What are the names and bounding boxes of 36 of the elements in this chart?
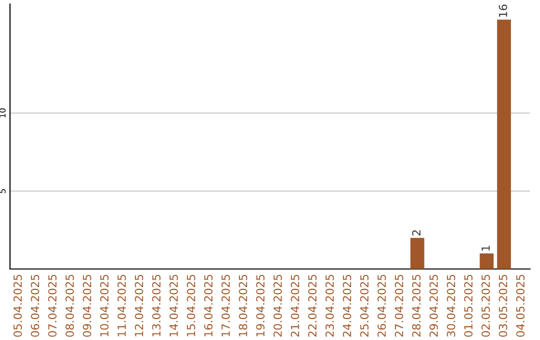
x-tick-label: 06.04.2025: [30, 274, 40, 337]
x-tick-label: 15.04.2025: [186, 274, 196, 336]
x-tick-label: 30.04.2025: [446, 274, 456, 337]
x-tick-label: 07.04.2025: [48, 274, 57, 337]
x-tick-label: 19.04.2025: [256, 274, 265, 336]
x-tick-label: 04.05.2025: [516, 274, 525, 337]
x-tick-label: 10.04.2025: [100, 274, 109, 336]
data-label: 1: [482, 246, 490, 251]
x-tick-label: 16.04.2025: [204, 274, 213, 336]
x-tick-label: 22.04.2025: [308, 274, 317, 337]
x-tick-label: 23.04.2025: [325, 274, 334, 337]
x-tick-label: 18.04.2025: [238, 274, 248, 336]
x-tick-label: 03.05.2025: [498, 274, 508, 337]
x-tick-label: 24.04.2025: [342, 274, 352, 337]
x-tick-label: 01.05.2025: [464, 274, 473, 337]
x-tick-label: 08.04.2025: [65, 274, 74, 337]
data-label: 2: [412, 230, 420, 236]
data-label: 16: [498, 4, 508, 17]
x-tick-label: 17.04.2025: [221, 274, 230, 336]
x-tick-label: 05.04.2025: [13, 274, 22, 337]
bar: [497, 20, 511, 269]
x-tick-label: 26.04.2025: [377, 274, 386, 337]
bar: [480, 253, 494, 269]
x-tick-label: 11.04.2025: [117, 274, 126, 336]
x-tick-label: 21.04.2025: [290, 274, 300, 337]
x-tick-label: 28.04.2025: [412, 274, 421, 337]
x-tick-label: 02.05.2025: [481, 274, 490, 337]
bar: [410, 238, 424, 269]
x-tick-label: 29.04.2025: [429, 274, 438, 337]
x-tick-label: 09.04.2025: [82, 274, 92, 337]
x-tick-label: 13.04.2025: [152, 274, 161, 336]
x-tick-label: 12.04.2025: [134, 274, 144, 336]
x-tick-label: 25.04.2025: [360, 274, 369, 337]
x-tick-label: 20.04.2025: [273, 274, 282, 337]
x-tick-label: 14.04.2025: [169, 274, 178, 336]
x-tick-label: 27.04.2025: [394, 274, 404, 337]
